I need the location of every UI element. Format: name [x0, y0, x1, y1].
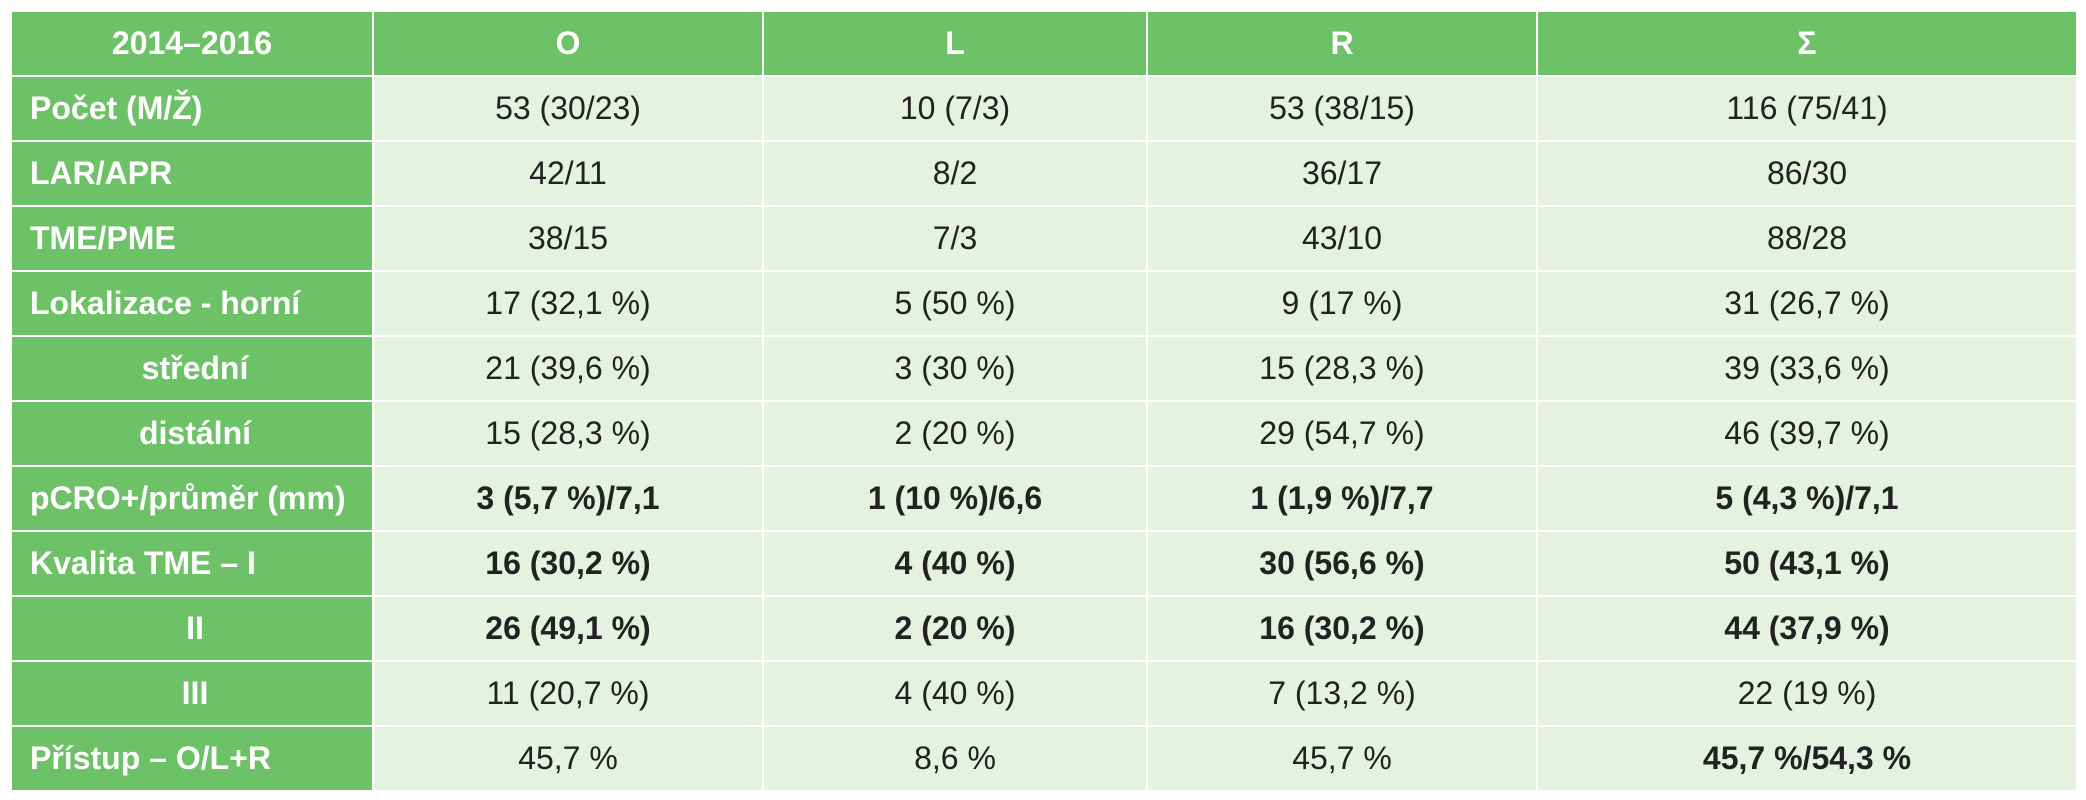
row-label: střední: [10, 335, 374, 402]
table-cell: 42/11: [372, 140, 764, 207]
row-label: Kvalita TME – I: [10, 530, 374, 597]
table-row: Kvalita TME – I 16 (30,2 %) 4 (40 %) 30 (56…: [10, 530, 2078, 597]
table-row: III 11 (20,7 %) 4 (40 %) 7 (13,2 %) 22 (19 %…: [10, 660, 2078, 727]
row-label: III: [10, 660, 374, 727]
table-cell: 22 (19 %): [1536, 660, 2078, 727]
row-label: II: [10, 595, 374, 662]
table-cell: 5 (4,3 %)/7,1: [1536, 465, 2078, 532]
row-label: LAR/APR: [10, 140, 374, 207]
header-period: 2014–2016: [10, 10, 374, 77]
data-table-container: 2014–2016 O L R Σ Počet (M/Ž) 53 (30/23) 1…: [10, 10, 2078, 792]
table-cell: 8/2: [762, 140, 1148, 207]
table-cell: 15 (28,3 %): [372, 400, 764, 467]
table-cell: 15 (28,3 %): [1146, 335, 1538, 402]
table-cell: 4 (40 %): [762, 660, 1148, 727]
table-cell: 16 (30,2 %): [372, 530, 764, 597]
row-label: distální: [10, 400, 374, 467]
table-cell: 26 (49,1 %): [372, 595, 764, 662]
table-row: LAR/APR 42/11 8/2 36/17 86/30: [10, 140, 2078, 207]
table-cell: 17 (32,1 %): [372, 270, 764, 337]
table-cell: 39 (33,6 %): [1536, 335, 2078, 402]
table-cell: 45,7 %: [1146, 725, 1538, 792]
table-cell: 30 (56,6 %): [1146, 530, 1538, 597]
table-cell: 21 (39,6 %): [372, 335, 764, 402]
table-row: Počet (M/Ž) 53 (30/23) 10 (7/3) 53 (38/15) 1…: [10, 75, 2078, 142]
table-row: II 26 (49,1 %) 2 (20 %) 16 (30,2 %) 44 (37,9…: [10, 595, 2078, 662]
table-row: střední 21 (39,6 %) 3 (30 %) 15 (28,3 %) 39 …: [10, 335, 2078, 402]
header-row: 2014–2016 O L R Σ: [10, 10, 2078, 77]
table-cell: 3 (30 %): [762, 335, 1148, 402]
row-label: Přístup – O/L+R: [10, 725, 374, 792]
table-row: Přístup – O/L+R 45,7 % 8,6 % 45,7 % 45,7 %/5…: [10, 725, 2078, 792]
table-cell: 44 (37,9 %): [1536, 595, 2078, 662]
table-cell: 53 (30/23): [372, 75, 764, 142]
table-cell: 5 (50 %): [762, 270, 1148, 337]
table-cell: 9 (17 %): [1146, 270, 1538, 337]
row-label: Lokalizace - horní: [10, 270, 374, 337]
table-cell: 31 (26,7 %): [1536, 270, 2078, 337]
table-cell: 43/10: [1146, 205, 1538, 272]
table-row: distální 15 (28,3 %) 2 (20 %) 29 (54,7 %) 46…: [10, 400, 2078, 467]
table-row: Lokalizace - horní 17 (32,1 %) 5 (50 %) 9 (…: [10, 270, 2078, 337]
table-cell: 29 (54,7 %): [1146, 400, 1538, 467]
table-cell: 8,6 %: [762, 725, 1148, 792]
table-cell: 36/17: [1146, 140, 1538, 207]
table-cell: 45,7 %/54,3 %: [1536, 725, 2078, 792]
table-cell: 2 (20 %): [762, 595, 1148, 662]
table-body: Počet (M/Ž) 53 (30/23) 10 (7/3) 53 (38/15) 1…: [10, 75, 2078, 792]
table-cell: 16 (30,2 %): [1146, 595, 1538, 662]
table-cell: 50 (43,1 %): [1536, 530, 2078, 597]
table-cell: 86/30: [1536, 140, 2078, 207]
table-cell: 4 (40 %): [762, 530, 1148, 597]
table-cell: 38/15: [372, 205, 764, 272]
table-cell: 10 (7/3): [762, 75, 1148, 142]
header-col-l: L: [762, 10, 1148, 77]
table-cell: 11 (20,7 %): [372, 660, 764, 727]
data-table: 2014–2016 O L R Σ Počet (M/Ž) 53 (30/23) 1…: [10, 10, 2078, 792]
row-label: TME/PME: [10, 205, 374, 272]
table-cell: 1 (1,9 %)/7,7: [1146, 465, 1538, 532]
header-col-r: R: [1146, 10, 1538, 77]
row-label: Počet (M/Ž): [10, 75, 374, 142]
header-col-sum: Σ: [1536, 10, 2078, 77]
table-cell: 3 (5,7 %)/7,1: [372, 465, 764, 532]
table-cell: 2 (20 %): [762, 400, 1148, 467]
table-cell: 116 (75/41): [1536, 75, 2078, 142]
table-cell: 53 (38/15): [1146, 75, 1538, 142]
table-cell: 1 (10 %)/6,6: [762, 465, 1148, 532]
header-col-o: O: [372, 10, 764, 77]
table-cell: 7 (13,2 %): [1146, 660, 1538, 727]
table-cell: 46 (39,7 %): [1536, 400, 2078, 467]
row-label: pCRO+/průměr (mm): [10, 465, 374, 532]
table-row: pCRO+/průměr (mm) 3 (5,7 %)/7,1 1 (10 %)/6…: [10, 465, 2078, 532]
table-cell: 45,7 %: [372, 725, 764, 792]
table-row: TME/PME 38/15 7/3 43/10 88/28: [10, 205, 2078, 272]
table-cell: 88/28: [1536, 205, 2078, 272]
table-cell: 7/3: [762, 205, 1148, 272]
